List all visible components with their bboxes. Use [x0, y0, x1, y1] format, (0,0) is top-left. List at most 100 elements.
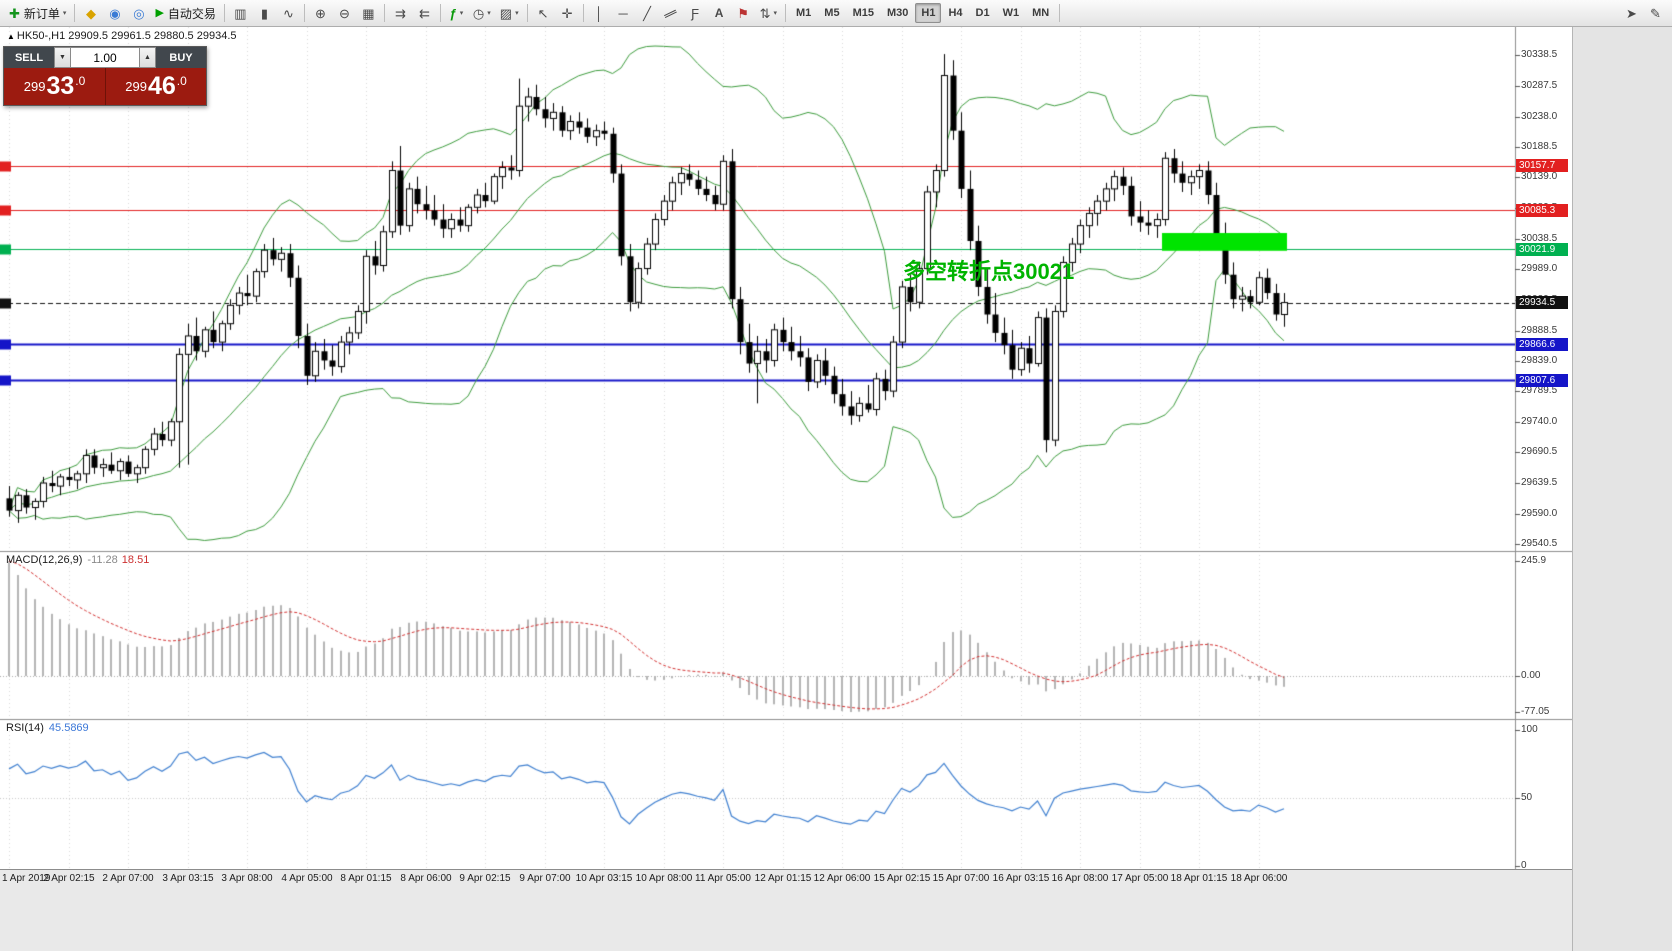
- bar-chart-button[interactable]: ▥: [229, 2, 252, 24]
- rsi-tick-label: 100: [1521, 724, 1538, 735]
- sell-price-big: 33: [46, 72, 75, 100]
- price-tick-label: 30188.5: [1521, 141, 1558, 152]
- timeframe-w1[interactable]: W1: [1002, 7, 1020, 19]
- vertical-line-button[interactable]: │: [588, 2, 611, 24]
- macd-tick-label: -77.05: [1521, 706, 1550, 717]
- market-watch-button[interactable]: ◉: [103, 2, 126, 24]
- sell-price-button[interactable]: 299 33.0: [4, 68, 105, 105]
- edit-button[interactable]: ✎: [1644, 2, 1667, 24]
- timeframe-h4[interactable]: H4: [948, 7, 963, 19]
- play-icon: ▶: [155, 6, 164, 19]
- time-axis-label: 9 Apr 02:15: [459, 873, 511, 884]
- toolbar-separator: [383, 4, 385, 22]
- time-axis-label: 12 Apr 01:15: [754, 873, 812, 884]
- toolbar-separator: [785, 4, 787, 22]
- up-arrow-icon: ▲: [144, 54, 151, 61]
- price-tick-label: 30338.5: [1521, 49, 1558, 60]
- chart-shift-icon: ⇇: [418, 5, 430, 21]
- level-price-label: 30021.9: [1516, 243, 1568, 256]
- line-chart-button[interactable]: ∿: [277, 2, 300, 24]
- toolbar-separator: [1059, 4, 1061, 22]
- sell-button[interactable]: SELL: [4, 47, 54, 68]
- trendline-button[interactable]: ╱: [636, 2, 659, 24]
- profiles-button[interactable]: ◆: [79, 2, 102, 24]
- buy-button[interactable]: BUY: [156, 47, 206, 68]
- chart-title-text: HK50-,H1 29909.5 29961.5 29880.5 29934.5: [16, 30, 237, 42]
- macd-tick-label: 245.9: [1521, 555, 1547, 566]
- time-axis-label: 2 Apr 02:15: [43, 873, 95, 884]
- navigator-button[interactable]: ◎: [127, 2, 150, 24]
- fibonacci-button[interactable]: Ƒ: [684, 2, 707, 24]
- indicators-button[interactable]: ƒ ▾: [445, 2, 468, 24]
- auto-scroll-button[interactable]: ⇉: [389, 2, 412, 24]
- macd-header: MACD(12,26,9) -11.28 18.51: [6, 554, 149, 566]
- trendline-icon: ╱: [643, 5, 651, 21]
- zoom-in-button[interactable]: ⊕: [309, 2, 332, 24]
- autotrading-button[interactable]: ▶ 自动交易: [151, 2, 219, 24]
- cursor-button[interactable]: ↖: [532, 2, 555, 24]
- time-axis-label: 3 Apr 03:15: [162, 873, 214, 884]
- chart-marker-icon: ▲: [7, 32, 15, 41]
- volume-increase-button[interactable]: ▲: [139, 47, 156, 68]
- sell-price-frac: .0: [75, 74, 86, 88]
- horizontal-line-button[interactable]: ─: [612, 2, 635, 24]
- time-axis-label: 15 Apr 07:00: [932, 873, 990, 884]
- tile-windows-button[interactable]: ▦: [357, 2, 380, 24]
- text-button[interactable]: A: [708, 2, 731, 24]
- buy-price-frac: .0: [176, 74, 187, 88]
- toolbar-separator: [582, 4, 584, 22]
- timeframe-d1[interactable]: D1: [975, 7, 990, 19]
- shapes-icon: ⇅: [759, 5, 771, 21]
- tile-icon: ▦: [362, 5, 375, 21]
- channel-button[interactable]: ∥: [660, 2, 683, 24]
- candlestick-chart-button[interactable]: ▮: [253, 2, 276, 24]
- time-axis-label: 9 Apr 07:00: [519, 873, 571, 884]
- new-order-button[interactable]: ✚ 新订单 ▾: [5, 2, 70, 24]
- send-button[interactable]: ➤: [1620, 2, 1643, 24]
- auto-scroll-icon: ⇉: [394, 5, 406, 21]
- timeframe-h1[interactable]: H1: [915, 3, 942, 23]
- crosshair-button[interactable]: ✛: [556, 2, 579, 24]
- dots-icon: ◎: [133, 5, 145, 21]
- chart-annotation-text: 多空转折点30021: [903, 259, 1075, 284]
- dropdown-caret-icon: ▾: [773, 10, 778, 17]
- dropdown-caret-icon: ▾: [487, 10, 491, 17]
- volume-decrease-button[interactable]: ▼: [54, 47, 71, 68]
- timeframe-m30[interactable]: M30: [886, 7, 909, 19]
- time-axis-label: 12 Apr 06:00: [813, 873, 871, 884]
- price-tick-label: 30238.0: [1521, 111, 1558, 122]
- rsi-header: RSI(14) 45.5869: [6, 722, 89, 734]
- volume-input[interactable]: 1.00: [71, 47, 139, 68]
- chart-title: ▲ HK50-,H1 29909.5 29961.5 29880.5 29934.…: [7, 30, 237, 42]
- price-tick-label: 29789.5: [1521, 385, 1558, 396]
- timeframe-mn[interactable]: MN: [1032, 7, 1050, 19]
- right-gutter: [1572, 27, 1672, 951]
- timeframe-m15[interactable]: M15: [852, 7, 874, 19]
- timeframe-m5[interactable]: M5: [824, 7, 840, 19]
- templates-button[interactable]: ▨ ▾: [496, 2, 523, 24]
- line-chart-icon: ∿: [282, 5, 294, 21]
- timeframe-m1[interactable]: M1: [796, 7, 812, 19]
- buy-price-button[interactable]: 299 46.0: [105, 68, 206, 105]
- time-axis[interactable]: 1 Apr 2019 2 Apr 02:15 2 Apr 07:00 3 Apr 03…: [0, 869, 1572, 889]
- macd-signal-value: 18.51: [121, 554, 150, 566]
- candlestick-icon: ▮: [260, 5, 268, 21]
- level-price-label: 29866.6: [1516, 338, 1568, 351]
- time-axis-label: 1 Apr 2019: [2, 873, 51, 884]
- price-tick-label: 29540.5: [1521, 538, 1558, 549]
- dropdown-caret-icon: ▾: [459, 10, 464, 17]
- vline-icon: │: [595, 5, 604, 21]
- toolbar-separator: [74, 4, 76, 22]
- arrow-label-button[interactable]: ⚑: [732, 2, 755, 24]
- chart-canvas[interactable]: [0, 27, 1572, 869]
- price-tick-label: 29740.0: [1521, 416, 1558, 427]
- periods-button[interactable]: ◷ ▾: [469, 2, 495, 24]
- globe-icon: ◉: [109, 5, 121, 21]
- toolbar-separator: [303, 4, 305, 22]
- label-icon: ⚑: [737, 5, 749, 21]
- zoom-out-button[interactable]: ⊖: [333, 2, 356, 24]
- chart-shift-button[interactable]: ⇇: [413, 2, 436, 24]
- time-axis-label: 16 Apr 08:00: [1051, 873, 1109, 884]
- price-tick-label: 30139.0: [1521, 171, 1558, 182]
- shapes-button[interactable]: ⇅ ▾: [756, 2, 781, 24]
